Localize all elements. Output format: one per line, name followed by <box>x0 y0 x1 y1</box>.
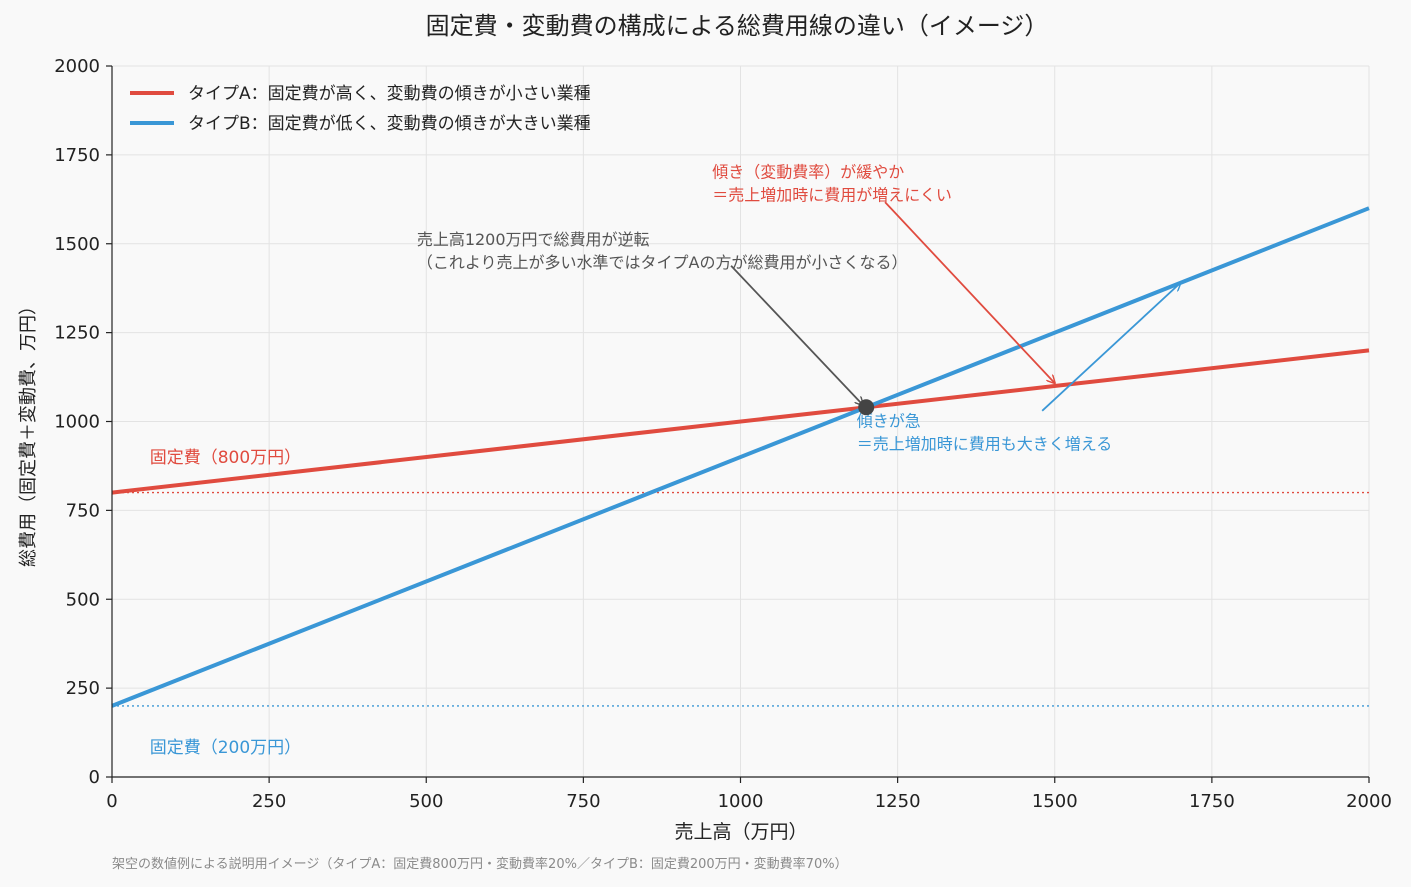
legend-entry-label: タイプA：固定費が高く、変動費の傾きが小さい業種 <box>188 84 591 104</box>
legend: タイプA：固定費が高く、変動費の傾きが小さい業種タイプB：固定費が低く、変動費の… <box>130 84 591 134</box>
annotation-layer: 売上高1200万円で総費用が逆転 （これより売上が多い水準ではタイプAの方が総費用… <box>417 163 1181 453</box>
x-tick-label: 1500 <box>1032 791 1078 812</box>
annotation-text: ＝売上増加時に費用が増えにくい <box>712 186 952 205</box>
annotation-arrow <box>884 201 1055 383</box>
y-tick-label: 1750 <box>54 145 100 166</box>
axes-layer: 0 250 500 750 1000 1250 1500 1750 2000 0 250 500 750… <box>54 56 1392 812</box>
crossover-point <box>858 399 875 416</box>
x-tick-label: 1250 <box>875 791 921 812</box>
chart-title: 固定費・変動費の構成による総費用線の違い（イメージ） <box>426 12 1049 40</box>
annotation-text: 傾き（変動費率）が緩やか <box>712 163 904 182</box>
x-tick-label: 2000 <box>1346 791 1392 812</box>
y-axis-label: 総費用（固定費＋変動費、万円） <box>18 297 39 567</box>
y-tick-label: 1250 <box>54 323 100 344</box>
x-tick-label: 1750 <box>1189 791 1235 812</box>
x-tick-label: 500 <box>409 791 443 812</box>
annotation-arrow <box>730 265 863 405</box>
y-tick-label: 750 <box>66 500 100 521</box>
y-tick-label: 500 <box>66 589 100 610</box>
annotation-arrow <box>1041 283 1180 412</box>
y-tick-label: 1500 <box>54 234 100 255</box>
fixed-cost-label: 固定費（200万円） <box>150 738 301 758</box>
y-tick-label: 1000 <box>54 412 100 433</box>
annotation-text: 売上高1200万円で総費用が逆転 <box>417 230 650 249</box>
series-line <box>111 348 1370 495</box>
x-tick-label: 0 <box>106 791 117 812</box>
x-tick-label: 250 <box>252 791 286 812</box>
fixed-cost-label: 固定費（800万円） <box>150 448 301 468</box>
y-tick-label: 0 <box>89 767 100 788</box>
series-line <box>111 206 1370 708</box>
y-tick-label: 2000 <box>54 56 100 77</box>
x-tick-label: 1000 <box>718 791 764 812</box>
annotation-text: （これより売上が多い水準ではタイプAの方が総費用が小さくなる） <box>417 253 908 272</box>
x-axis-label: 売上高（万円） <box>674 821 807 843</box>
series-layer <box>111 206 1370 708</box>
x-tick-label: 750 <box>566 791 600 812</box>
legend-entry-label: タイプB：固定費が低く、変動費の傾きが大きい業種 <box>188 114 591 134</box>
footnote: 架空の数値例による説明用イメージ（タイプA：固定費800万円・変動費率20%／タ… <box>112 856 848 872</box>
annotation-text: ＝売上増加時に費用も大きく増える <box>857 434 1113 453</box>
y-tick-label: 250 <box>66 678 100 699</box>
reference-line-layer: 固定費（800万円） 固定費（200万円） <box>112 448 1369 758</box>
annotation-text: 傾きが急 <box>857 411 921 430</box>
